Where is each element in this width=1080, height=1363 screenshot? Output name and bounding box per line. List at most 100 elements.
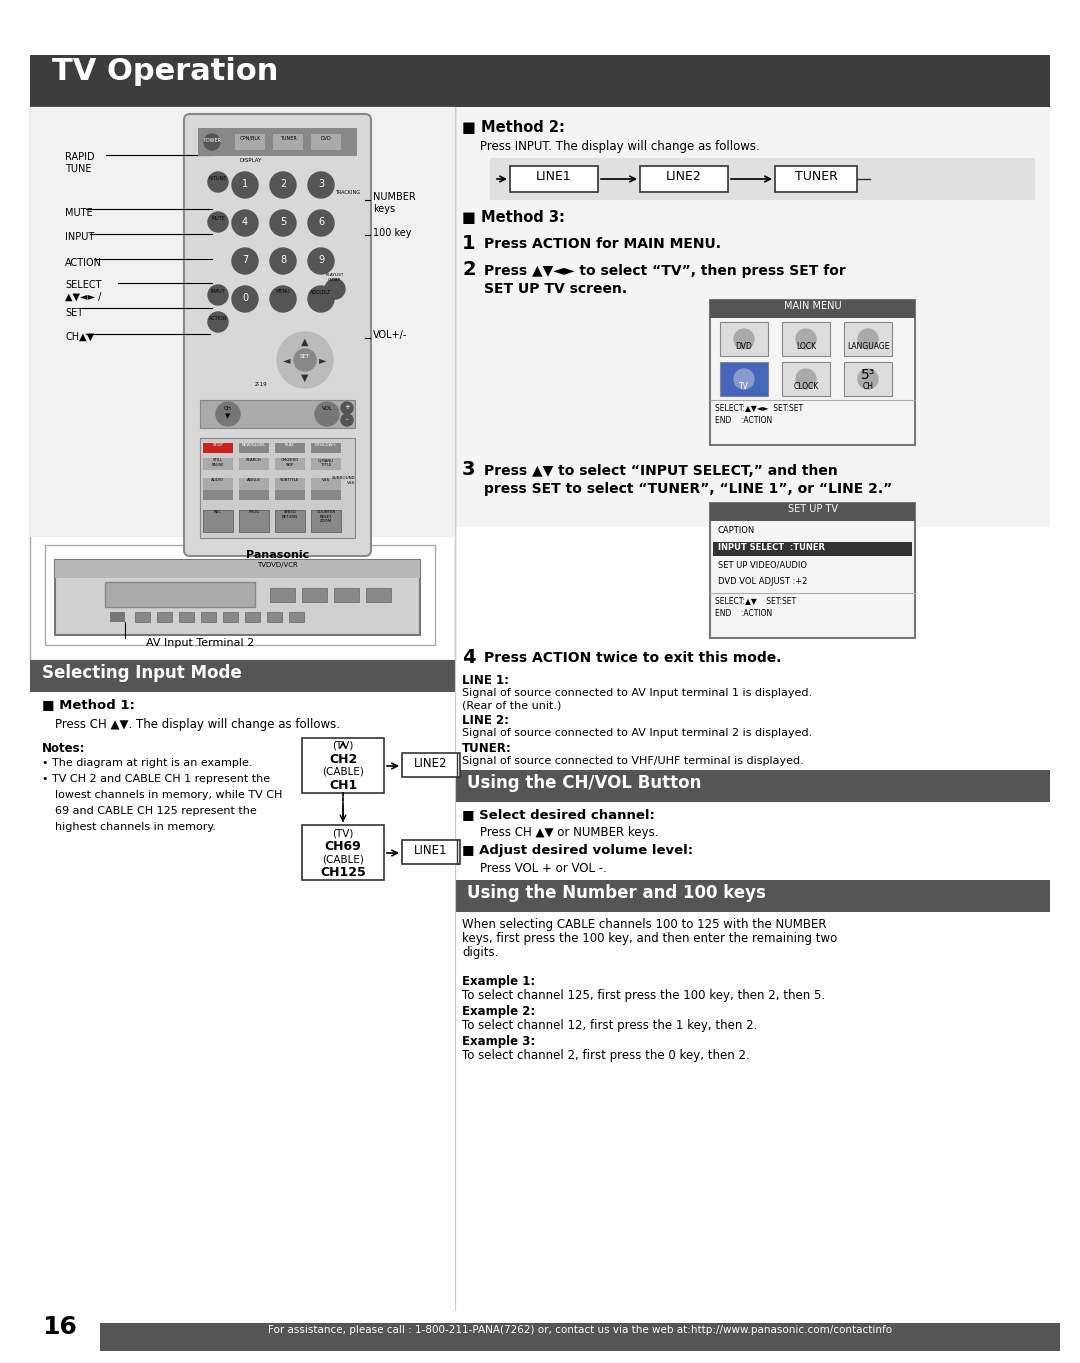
Text: ACTION: ACTION	[208, 316, 227, 322]
Circle shape	[734, 328, 754, 349]
Text: highest channels in memory.: highest channels in memory.	[55, 822, 216, 831]
Bar	[0, 1310, 1080, 1363]
Bar	[55, 560, 420, 578]
Text: STOP: STOP	[213, 443, 224, 447]
Text: 69 and CABLE CH 125 represent the: 69 and CABLE CH 125 represent the	[55, 806, 257, 816]
Bar	[334, 587, 359, 602]
Bar	[720, 322, 768, 356]
Circle shape	[270, 286, 296, 312]
Bar	[235, 134, 265, 150]
Text: RAPID
TUNE: RAPID TUNE	[65, 153, 95, 173]
Text: LANGUAGE: LANGUAGE	[847, 342, 889, 352]
Bar	[713, 542, 912, 556]
Bar	[203, 510, 233, 532]
Text: +: +	[345, 403, 350, 410]
Text: ▲: ▲	[301, 337, 309, 348]
Text: LINE1: LINE1	[536, 170, 572, 183]
Text: MUTE: MUTE	[65, 209, 93, 218]
Text: CM/ZERO
SKIP: CM/ZERO SKIP	[281, 458, 299, 466]
Text: lowest channels in memory, while TV CH: lowest channels in memory, while TV CH	[55, 791, 282, 800]
Text: AUDIO: AUDIO	[212, 478, 225, 483]
Text: CAPTION: CAPTION	[718, 526, 755, 536]
Text: ▼: ▼	[226, 413, 231, 418]
Bar	[239, 478, 269, 491]
Bar	[179, 612, 194, 622]
Text: 3: 3	[318, 179, 324, 189]
Circle shape	[308, 210, 334, 236]
Text: SET UP TV screen.: SET UP TV screen.	[484, 282, 627, 296]
Text: NUMBER
keys: NUMBER keys	[373, 192, 416, 214]
Text: ADD/DLT: ADD/DLT	[310, 289, 332, 294]
Circle shape	[858, 328, 878, 349]
Bar	[203, 443, 233, 453]
Text: ■ Select desired channel:: ■ Select desired channel:	[462, 808, 654, 821]
Circle shape	[325, 279, 345, 298]
Circle shape	[232, 210, 258, 236]
Text: INPUT: INPUT	[211, 289, 226, 294]
Circle shape	[216, 402, 240, 427]
Circle shape	[341, 402, 353, 414]
Text: Example 1:: Example 1:	[462, 975, 536, 988]
Bar	[710, 300, 915, 318]
Bar	[30, 108, 455, 660]
Text: MUTE: MUTE	[211, 215, 225, 221]
Text: 4: 4	[462, 647, 475, 667]
Circle shape	[270, 248, 296, 274]
Circle shape	[796, 328, 816, 349]
Bar	[245, 612, 260, 622]
Text: (Rear of the unit.): (Rear of the unit.)	[462, 701, 562, 710]
Circle shape	[204, 134, 220, 150]
Text: 1: 1	[242, 179, 248, 189]
Text: Example 2:: Example 2:	[462, 1005, 536, 1018]
Bar	[402, 752, 460, 777]
Bar	[843, 363, 892, 397]
Bar	[640, 166, 728, 192]
Text: SET: SET	[300, 354, 310, 358]
Circle shape	[208, 285, 228, 305]
Text: COUNTER
RESET
ZOOM: COUNTER RESET ZOOM	[316, 510, 336, 523]
Text: Q.MANU
TITLE: Q.MANU TITLE	[318, 458, 334, 466]
Text: 8: 8	[280, 255, 286, 264]
Circle shape	[232, 286, 258, 312]
Circle shape	[308, 248, 334, 274]
Text: SUBTITLE: SUBTITLE	[280, 478, 300, 483]
Text: 5³: 5³	[861, 368, 875, 382]
Text: Press CH ▲▼. The display will change as follows.: Press CH ▲▼. The display will change as …	[55, 718, 340, 731]
Bar	[275, 458, 305, 470]
Text: ■ Adjust desired volume level:: ■ Adjust desired volume level:	[462, 844, 693, 857]
Text: ■ Method 3:: ■ Method 3:	[462, 210, 565, 225]
Bar	[30, 55, 1050, 108]
Bar	[455, 770, 1050, 801]
Text: ►: ►	[320, 354, 327, 365]
Text: END    :ACTION: END :ACTION	[715, 416, 772, 425]
Text: 100 key: 100 key	[373, 228, 411, 239]
Text: SET UP TV: SET UP TV	[787, 504, 837, 514]
Text: ANGLE: ANGLE	[247, 478, 261, 483]
Text: CH▲▼: CH▲▼	[65, 333, 94, 342]
Text: PROG: PROG	[248, 510, 259, 514]
Bar	[311, 478, 341, 491]
Text: To select channel 2, first press the 0 key, then 2.: To select channel 2, first press the 0 k…	[462, 1050, 750, 1062]
Text: 1: 1	[462, 234, 475, 254]
Text: TV Operation: TV Operation	[52, 57, 279, 86]
Text: CH2: CH2	[329, 752, 357, 766]
Circle shape	[796, 369, 816, 388]
Bar	[311, 491, 341, 500]
Text: (TV): (TV)	[333, 741, 353, 751]
Bar	[55, 560, 420, 635]
Text: DISPLAY: DISPLAY	[240, 158, 262, 164]
Circle shape	[232, 248, 258, 274]
Bar	[311, 458, 341, 470]
Bar	[135, 612, 150, 622]
Text: Signal of source connected to AV Input terminal 2 is displayed.: Signal of source connected to AV Input t…	[462, 728, 812, 737]
Text: INPUT SELECT  :TUNER: INPUT SELECT :TUNER	[718, 542, 825, 552]
Text: Notes:: Notes:	[42, 741, 85, 755]
Circle shape	[308, 286, 334, 312]
Text: CLOCK: CLOCK	[794, 382, 819, 391]
Bar	[782, 363, 831, 397]
Text: SET UP VIDEO/AUDIO: SET UP VIDEO/AUDIO	[718, 560, 807, 568]
Bar	[239, 458, 269, 470]
Bar	[311, 510, 341, 532]
Text: When selecting CABLE channels 100 to 125 with the NUMBER: When selecting CABLE channels 100 to 125…	[462, 919, 826, 931]
Bar	[402, 840, 460, 864]
